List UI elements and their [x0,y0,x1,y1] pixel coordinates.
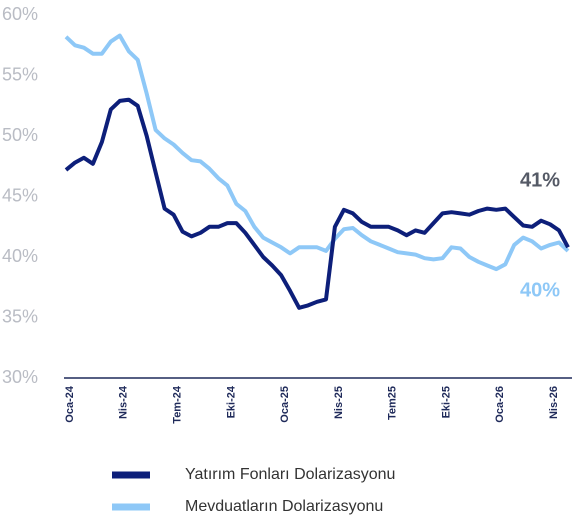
y-tick-label: 40% [2,246,38,266]
y-tick-label: 30% [2,367,38,387]
x-tick-label: Tem-24 [171,385,183,424]
legend-label: Mevduatların Dolarizasyonu [185,498,383,515]
y-tick-label: 35% [2,306,38,326]
x-tick-label: . [566,386,572,389]
y-tick-label: 60% [2,4,38,24]
series-line [64,97,570,310]
y-tick-label: 45% [2,185,38,205]
x-tick-label: Oca-26 [494,386,506,423]
x-tick-label: Nis-25 [333,386,345,419]
annotation: 40% [520,279,560,301]
x-tick-label: Eki-24 [225,385,237,418]
y-tick-label: 50% [2,125,38,145]
y-tick-label: 55% [2,64,38,84]
x-tick-label: Eki-25 [440,386,452,418]
legend-label: Yatırım Fonları Dolarizasyonu [185,466,395,483]
series-line [64,33,570,272]
x-tick-label: Oca-25 [279,386,291,423]
annotation: 41% [520,169,560,191]
x-tick-label: Nis-26 [548,386,560,419]
x-tick-label: Oca-24 [64,385,76,423]
x-tick-label: Nis-24 [118,385,130,419]
x-tick-label: Tem25 [387,386,399,420]
